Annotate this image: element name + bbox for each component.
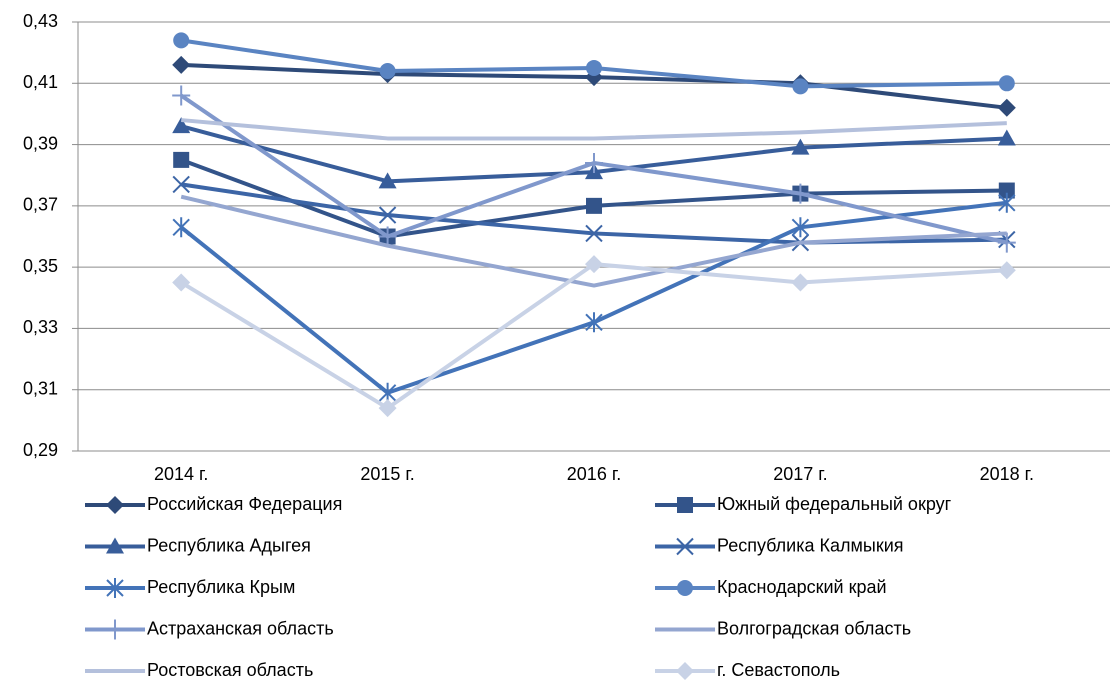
marker xyxy=(172,117,191,134)
x-tick-label: 2017 г. xyxy=(773,464,827,484)
marker xyxy=(172,175,190,194)
y-tick-label: 0,29 xyxy=(23,440,58,460)
marker xyxy=(791,183,810,204)
marker xyxy=(586,197,602,214)
marker xyxy=(378,226,397,247)
marker xyxy=(586,59,602,76)
legend-label: Волгоградская область xyxy=(717,618,911,638)
y-tick-label: 0,33 xyxy=(23,317,58,337)
marker xyxy=(378,399,397,418)
legend-label: Республика Адыгея xyxy=(147,535,311,555)
marker xyxy=(173,32,190,49)
y-tick-label: 0,37 xyxy=(23,195,58,215)
y-tick-label: 0,39 xyxy=(23,133,58,153)
marker xyxy=(791,217,810,238)
legend-marker xyxy=(106,619,124,640)
x-tick-label: 2016 г. xyxy=(567,464,621,484)
marker xyxy=(585,152,603,173)
y-tick-label: 0,31 xyxy=(23,378,58,398)
legend-marker xyxy=(676,537,694,556)
marker xyxy=(378,206,397,224)
marker xyxy=(585,312,603,333)
legend-marker xyxy=(106,496,124,514)
marker xyxy=(792,78,809,95)
series-line xyxy=(180,194,1007,288)
legend-label: г. Севастополь xyxy=(717,660,840,680)
marker xyxy=(172,55,191,74)
marker xyxy=(378,172,397,189)
marker xyxy=(997,261,1016,280)
legend-label: Краснодарский край xyxy=(717,577,887,597)
marker xyxy=(791,273,810,292)
legend-marker xyxy=(677,580,693,596)
marker xyxy=(998,75,1015,92)
legend-marker xyxy=(106,537,124,554)
legend-label: Республика Калмыкия xyxy=(717,535,904,555)
x-tick-label: 2014 г. xyxy=(154,464,208,484)
series-line xyxy=(179,200,1008,395)
marker xyxy=(791,138,810,155)
legend-label: Астраханская область xyxy=(147,618,334,638)
legend-marker xyxy=(106,578,124,598)
x-tick-label: 2018 г. xyxy=(980,464,1034,484)
y-tick-label: 0,41 xyxy=(23,72,58,92)
y-tick-label: 0,35 xyxy=(23,256,58,276)
series-line xyxy=(181,118,1007,141)
marker xyxy=(998,192,1016,213)
marker xyxy=(379,63,396,80)
legend-label: Республика Крым xyxy=(147,577,295,597)
marker xyxy=(585,224,603,243)
marker xyxy=(172,273,191,292)
marker xyxy=(585,255,603,274)
marker xyxy=(172,217,190,238)
marker xyxy=(173,151,190,168)
marker xyxy=(997,129,1016,146)
legend-label: Южный федеральный округ xyxy=(717,494,952,514)
marker xyxy=(997,98,1016,117)
marker xyxy=(172,85,191,106)
x-tick-label: 2015 г. xyxy=(360,464,414,484)
legend-marker xyxy=(676,662,694,680)
legend-marker xyxy=(677,497,693,513)
y-tick-label: 0,43 xyxy=(23,11,58,31)
legend-label: Ростовская область xyxy=(147,660,313,680)
marker xyxy=(997,232,1016,253)
legend-label: Российская Федерация xyxy=(147,494,342,514)
marker xyxy=(998,182,1015,199)
